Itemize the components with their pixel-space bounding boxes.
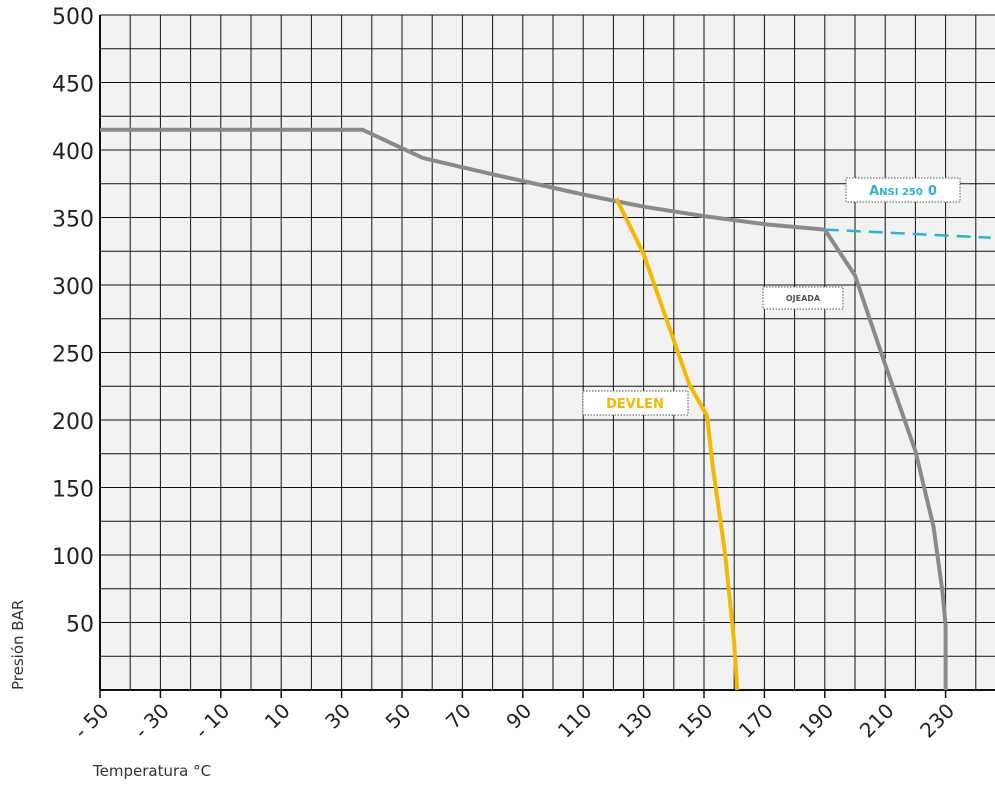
x-tick-label: 170 [734, 699, 778, 743]
x-tick-label: 190 [794, 699, 838, 743]
y-tick-label: 450 [52, 73, 94, 98]
x-tick-label: 50 [381, 699, 416, 734]
y-tick-label: 350 [52, 208, 94, 233]
label-ansi-rest: NSI 250 [879, 187, 923, 198]
label-devlen: DEVLEN [582, 390, 689, 416]
series-line-ojeada [100, 127, 948, 690]
x-tick-label: 10 [260, 699, 295, 734]
x-tick-label: 110 [553, 699, 597, 743]
label-ojeada-text: OJEADA [786, 294, 821, 303]
series-line-ansi-250-0 [824, 228, 991, 239]
data-series [100, 127, 991, 691]
series-line-devlen [614, 197, 740, 691]
x-tick-label: 130 [613, 699, 657, 743]
x-axis-title: Temperatura °C [92, 762, 211, 780]
x-tick-label: - 10 [190, 699, 235, 744]
y-tick-label: 200 [52, 410, 94, 435]
label-devlen-box [582, 390, 689, 416]
x-tick-label: - 50 [69, 699, 114, 744]
x-tick-label: 30 [320, 699, 355, 734]
x-tick-label: 150 [674, 699, 718, 743]
x-axis-ticks: - 50 - 30 - 10 10 30 50 70 90 110 130 150 170 190 210… [69, 690, 959, 743]
grid-lines [99, 14, 995, 691]
label-ansi-box [845, 177, 961, 203]
y-tick-label: 400 [52, 140, 94, 165]
y-tick-label: 300 [52, 275, 94, 300]
y-tick-label: 150 [52, 478, 94, 503]
label-ojeada-box [762, 286, 844, 310]
y-axis-title: Presión BAR [9, 600, 27, 690]
label-ansi-first: A [869, 184, 879, 199]
x-tick-label: - 30 [129, 699, 174, 744]
x-tick-label: 230 [915, 699, 959, 743]
label-devlen-text: DEVLEN [606, 397, 664, 412]
y-axis-ticks: 50 100 150 200 250 300 350 400 450 500 [52, 5, 94, 638]
x-tick-label: 90 [501, 699, 536, 734]
y-tick-label: 250 [52, 343, 94, 368]
y-tick-label: 500 [52, 5, 94, 30]
label-ojeada: OJEADA [762, 286, 844, 310]
label-ansi-text: ANSI 250 0 [869, 184, 937, 199]
y-tick-label: 50 [66, 613, 94, 638]
label-ansi-suffix: 0 [928, 184, 937, 199]
x-tick-label: 70 [441, 699, 476, 734]
y-tick-label: 100 [52, 545, 94, 570]
label-ansi: ANSI 250 0 [845, 177, 961, 203]
x-tick-label: 210 [855, 699, 899, 743]
